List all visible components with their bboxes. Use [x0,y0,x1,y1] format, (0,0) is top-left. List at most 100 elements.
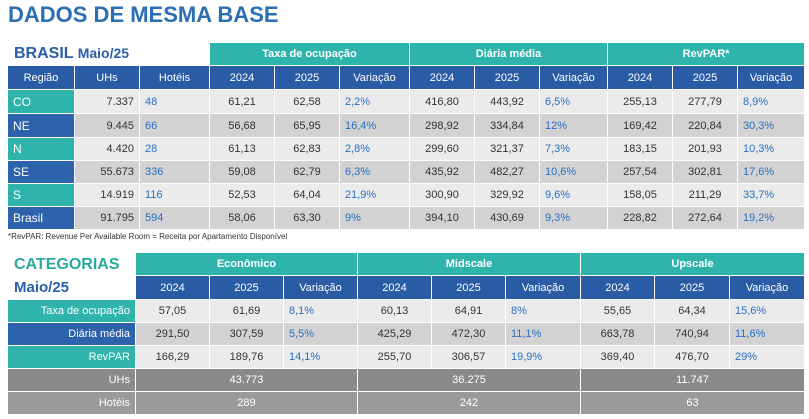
group-header: Taxa de ocupação [210,43,409,65]
value-cell: 61,13 [210,138,274,160]
region-cell: S [8,184,74,206]
value-cell: 57,05 [136,300,209,322]
value-cell: 211,29 [673,184,737,206]
value-cell: 740,94 [655,323,729,345]
variation-cell: 8% [506,300,580,322]
variation-cell: 11,1% [506,323,580,345]
variation-cell: 9,3% [540,207,607,229]
value-cell: 58,06 [210,207,274,229]
column-header: UHs [75,66,139,89]
group-header: Econômico [136,253,357,275]
variation-cell: 2,8% [340,138,409,160]
column-header: 2024 [410,66,474,89]
value-cell: 91.795 [75,207,139,229]
value-cell: 255,70 [358,346,431,368]
total-cell: 289 [136,392,357,414]
column-header: Variação [540,66,607,89]
variation-cell: 9% [340,207,409,229]
variation-cell: 29% [730,346,804,368]
variation-cell: 15,6% [730,300,804,322]
value-cell: 291,50 [136,323,209,345]
variation-cell: 8,1% [284,300,357,322]
value-cell: 220,84 [673,114,737,137]
value-cell: 476,70 [655,346,729,368]
variation-cell: 12% [540,114,607,137]
variation-cell: 33,7% [738,184,804,206]
value-cell: 14.919 [75,184,139,206]
column-header: 2024 [358,276,431,299]
value-cell: 321,37 [475,138,539,160]
variation-cell: 14,1% [284,346,357,368]
value-cell: 62,58 [275,90,339,113]
value-cell: 63,30 [275,207,339,229]
variation-cell: 336 [140,161,209,183]
variation-cell: 6,3% [340,161,409,183]
region-cell: Brasil [8,207,74,229]
variation-cell: 10,3% [738,138,804,160]
column-header: Hotéis [140,66,209,89]
value-cell: 62,79 [275,161,339,183]
region-cell: SE [8,161,74,183]
variation-cell: 2,2% [340,90,409,113]
value-cell: 189,76 [210,346,283,368]
value-cell: 255,13 [608,90,672,113]
value-cell: 663,78 [581,323,654,345]
value-cell: 55,65 [581,300,654,322]
value-cell: 9.445 [75,114,139,137]
total-cell: 43.773 [136,369,357,391]
variation-cell: 116 [140,184,209,206]
column-header: 2024 [608,66,672,89]
value-cell: 307,59 [210,323,283,345]
value-cell: 300,90 [410,184,474,206]
value-cell: 201,93 [673,138,737,160]
column-header: Variação [730,276,804,299]
column-header: 2024 [581,276,654,299]
value-cell: 482,27 [475,161,539,183]
value-cell: 61,21 [210,90,274,113]
total-cell: 242 [358,392,580,414]
column-header: Região [8,66,74,89]
value-cell: 257,54 [608,161,672,183]
group-header: RevPAR* [608,43,804,65]
variation-cell: 9,6% [540,184,607,206]
value-cell: 60,13 [358,300,431,322]
variation-cell: 11,6% [730,323,804,345]
value-cell: 228,82 [608,207,672,229]
value-cell: 64,04 [275,184,339,206]
value-cell: 299,60 [410,138,474,160]
value-cell: 169,42 [608,114,672,137]
variation-cell: 7,3% [540,138,607,160]
value-cell: 61,69 [210,300,283,322]
value-cell: 65,95 [275,114,339,137]
column-header: Variação [340,66,409,89]
value-cell: 277,79 [673,90,737,113]
value-cell: 416,80 [410,90,474,113]
value-cell: 298,92 [410,114,474,137]
value-cell: 64,34 [655,300,729,322]
value-cell: 302,81 [673,161,737,183]
variation-cell: 6,5% [540,90,607,113]
row-label: RevPAR [8,346,135,368]
value-cell: 472,30 [432,323,505,345]
variation-cell: 19,9% [506,346,580,368]
total-cell: 63 [581,392,804,414]
row-label: Diária média [8,323,135,345]
group-header: Diária média [410,43,607,65]
column-header: 2025 [475,66,539,89]
column-header: 2025 [655,276,729,299]
column-header: 2024 [136,276,209,299]
column-header: 2025 [673,66,737,89]
total-cell: 36.275 [358,369,580,391]
column-header: Variação [738,66,804,89]
variation-cell: 19,2% [738,207,804,229]
value-cell: 394,10 [410,207,474,229]
variation-cell: 66 [140,114,209,137]
value-cell: 4.420 [75,138,139,160]
table1-label: BRASIL Maio/25 [14,45,129,63]
column-header: Variação [284,276,357,299]
value-cell: 7.337 [75,90,139,113]
region-cell: CO [8,90,74,113]
variation-cell: 30,3% [738,114,804,137]
region-cell: N [8,138,74,160]
value-cell: 59,08 [210,161,274,183]
